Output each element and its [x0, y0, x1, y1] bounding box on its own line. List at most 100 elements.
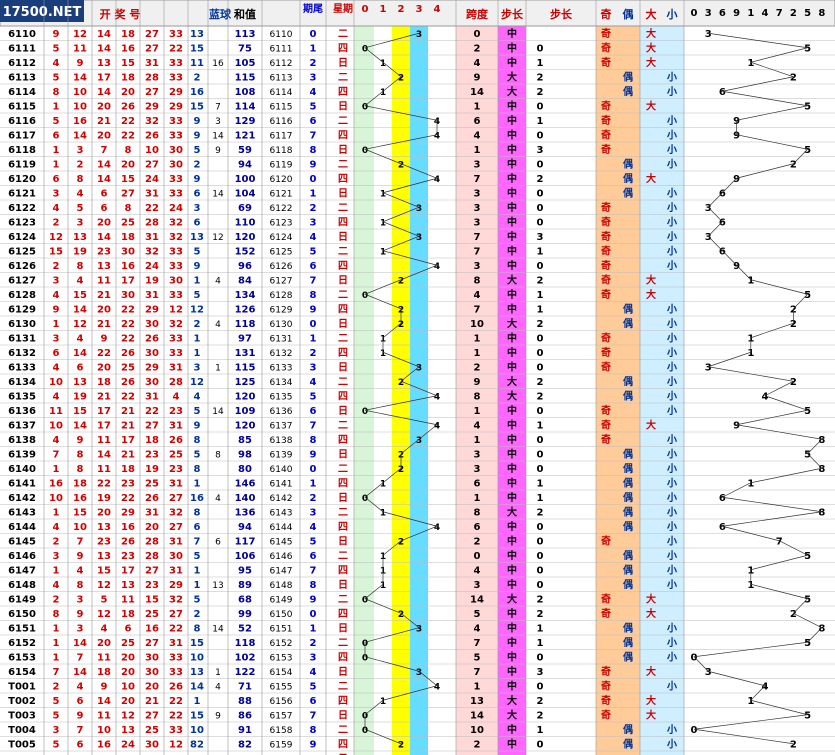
step-value-cell: 0 — [537, 160, 544, 171]
red-ball-cell: 27 — [145, 87, 159, 98]
odd-even-cell: 偶 — [622, 636, 633, 649]
tail-digit-cell: 3 — [310, 363, 317, 374]
sum-cell: 114 — [235, 102, 256, 113]
red-ball-cell: 17 — [97, 73, 111, 84]
odd-even-cell: 偶 — [622, 477, 633, 490]
tail-pick-mark: 8 — [818, 464, 825, 475]
span-cell: 7 — [474, 638, 481, 649]
red-ball-cell: 13 — [121, 725, 135, 736]
red-ball-cell: 6 — [101, 203, 108, 214]
red-ball-cell: 8 — [125, 203, 132, 214]
odd-even-cell: 偶 — [622, 448, 633, 461]
sum-cell: 134 — [235, 290, 256, 301]
red-ball-cell: 30 — [145, 667, 159, 678]
step-value-cell: 3 — [537, 145, 544, 156]
sum-cell: 115 — [235, 363, 256, 374]
red-ball-cell: 9 — [101, 682, 108, 693]
extra-cell: 4 — [215, 494, 221, 504]
odd-even-cell: 奇 — [601, 216, 611, 229]
header-big: 大 — [646, 7, 657, 21]
span-cell: 2 — [474, 363, 481, 374]
span-cell: 1 — [474, 102, 481, 113]
tail-period-cell: 6127 — [270, 277, 293, 287]
header-mod-3: 3 — [416, 4, 423, 15]
red-ball-cell: 6 — [53, 174, 60, 185]
red-ball-cell: 33 — [169, 189, 183, 200]
red-ball-cell: 5 — [53, 44, 60, 55]
red-ball-cell: 1 — [53, 102, 60, 113]
period-cell: 6148 — [8, 580, 36, 591]
tail-period-cell: 6157 — [270, 712, 293, 722]
tail-period-cell: 6140 — [270, 465, 293, 475]
tail-period-cell: 6135 — [270, 393, 293, 403]
step-mark-cell: 大 — [507, 317, 517, 330]
tail-period-cell: 6114 — [270, 88, 293, 98]
mod-mark: 4 — [434, 175, 440, 185]
tail-digit-cell: 9 — [310, 305, 317, 316]
red-ball-cell: 3 — [53, 276, 60, 287]
red-ball-cell: 15 — [73, 508, 87, 519]
odd-even-cell: 奇 — [601, 259, 611, 272]
red-ball-cell: 22 — [121, 319, 135, 330]
red-ball-cell: 8 — [125, 145, 132, 156]
mod-mark: 2 — [398, 741, 404, 751]
tail-period-cell: 6156 — [270, 697, 293, 707]
red-ball-cell: 25 — [121, 363, 135, 374]
red-ball-cell: 17 — [121, 435, 135, 446]
tail-digit-cell: 8 — [310, 290, 317, 301]
tail-digit-cell: 0 — [310, 174, 317, 185]
weekday-cell: 日 — [338, 318, 348, 330]
blue-ball-cell: 1 — [194, 479, 201, 490]
blue-ball-cell: 11 — [190, 58, 204, 69]
red-ball-cell: 20 — [121, 667, 135, 678]
red-ball-cell: 22 — [121, 131, 135, 142]
sum-cell: 84 — [238, 276, 252, 287]
mod-1-band — [374, 26, 392, 755]
sum-cell: 131 — [235, 348, 256, 359]
tail-axis-4: 4 — [762, 8, 769, 19]
odd-even-cell: 奇 — [601, 593, 611, 606]
red-ball-cell: 32 — [169, 218, 183, 229]
red-ball-cell: 21 — [97, 116, 111, 127]
odd-even-cell: 偶 — [622, 506, 633, 519]
red-ball-cell: 22 — [97, 348, 111, 359]
span-cell: 14 — [470, 87, 484, 98]
period-cell: 6128 — [8, 290, 36, 301]
odd-even-cell: 偶 — [622, 651, 633, 664]
step-value-cell: 1 — [537, 290, 544, 301]
tail-pick-mark: 2 — [790, 73, 797, 84]
blue-ball-cell: 15 — [190, 638, 204, 649]
weekday-cell: 四 — [338, 434, 348, 446]
span-cell: 1 — [474, 145, 481, 156]
red-ball-cell: 16 — [97, 740, 111, 751]
red-ball-cell: 31 — [145, 290, 159, 301]
period-cell: 6125 — [8, 247, 36, 258]
weekday-cell: 四 — [338, 695, 348, 707]
weekday-cell: 二 — [338, 333, 348, 345]
step-mark-cell: 中 — [507, 303, 517, 316]
red-ball-cell: 33 — [169, 334, 183, 345]
tail-axis-3: 3 — [705, 8, 712, 19]
step-value-cell: 1 — [537, 725, 544, 736]
odd-even-cell: 偶 — [622, 564, 633, 577]
mod-mark: 3 — [416, 204, 422, 214]
step-value-cell: 0 — [537, 406, 544, 417]
odd-even-cell: 偶 — [622, 622, 633, 635]
step-mark-cell: 大 — [507, 506, 517, 519]
blue-ball-cell: 1 — [194, 276, 201, 287]
red-ball-cell: 26 — [121, 102, 135, 113]
step-value-cell: 0 — [537, 189, 544, 200]
tail-period-cell: 6153 — [270, 654, 293, 664]
mod-mark: 3 — [416, 233, 422, 243]
red-ball-cell: 13 — [97, 522, 111, 533]
span-cell: 1 — [474, 435, 481, 446]
step-value-cell: 0 — [537, 537, 544, 548]
red-ball-cell: 6 — [125, 624, 132, 635]
header-blue: 蓝球 — [209, 7, 232, 21]
extra-cell: 1 — [215, 668, 221, 678]
red-ball-cell: 27 — [169, 609, 183, 620]
red-ball-cell: 11 — [97, 711, 111, 722]
sum-cell: 75 — [238, 44, 252, 55]
span-cell: 7 — [474, 247, 481, 258]
mod-mark: 1 — [380, 190, 386, 200]
